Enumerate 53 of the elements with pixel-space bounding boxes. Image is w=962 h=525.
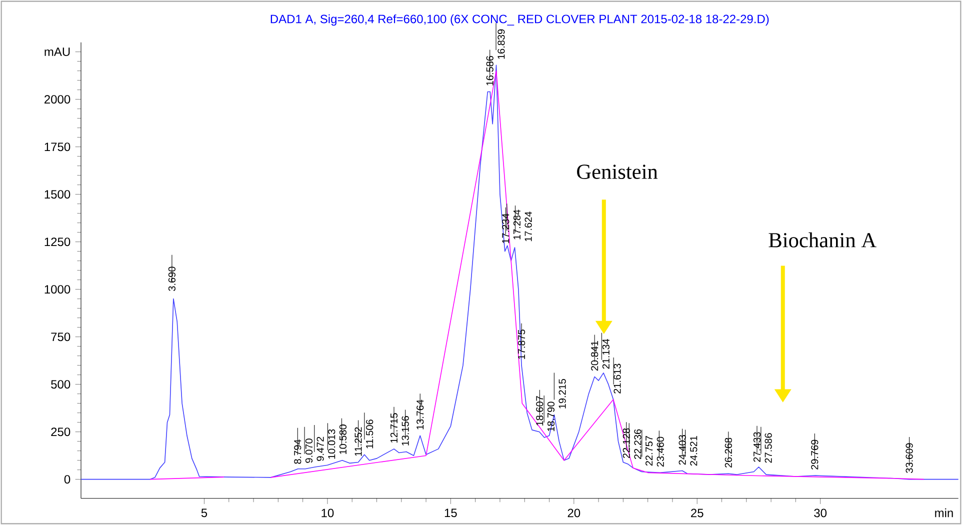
annotation: 16.586 — [486, 56, 494, 86]
annotation: 22.128 — [622, 428, 630, 458]
y-tick-label: mAU — [44, 48, 70, 56]
annotation: 17.624 — [524, 212, 532, 242]
annotation: 26.268 — [724, 438, 732, 468]
annotation: 20.841 — [591, 341, 598, 371]
annotation: 13.156 — [402, 416, 409, 446]
annotation: 18.790 — [547, 402, 555, 432]
x-tick-label: 5 — [201, 508, 208, 518]
y-tick-label: 1250 — [44, 238, 70, 246]
y-tick-label: 0 — [64, 475, 70, 484]
y-tick-label: 1000 — [44, 285, 70, 294]
annotation: 22.236 — [634, 429, 642, 459]
annotation: 22.757 — [646, 436, 653, 466]
x-tick-label: 20 — [568, 508, 580, 518]
x-tick-label: 10 — [322, 508, 334, 518]
x-tick-label: 25 — [691, 508, 704, 518]
annotation: 21.613 — [614, 364, 621, 394]
y-tick-label: 1500 — [44, 190, 70, 199]
x-tick-label: 30 — [814, 508, 827, 518]
y-tick-label: 2000 — [44, 95, 70, 104]
y-tick-label: 1750 — [44, 142, 70, 152]
annotation: 17.234 — [502, 214, 510, 244]
x-tick-label: 15 — [444, 508, 457, 518]
annotation: 16.839 — [498, 29, 505, 59]
annotation: 18.607 — [536, 396, 544, 426]
annotation: 19.215 — [558, 378, 566, 408]
annotation: 13.764 — [416, 400, 424, 430]
annotation: Biochanin A — [768, 232, 876, 248]
annotation: 8.794 — [294, 440, 302, 464]
annotation: 29.769 — [811, 440, 818, 470]
y-tick-label: 500 — [51, 380, 70, 389]
y-tick-label: 250 — [51, 428, 70, 436]
annotation: 10.013 — [328, 429, 336, 459]
annotation: 9.472 — [316, 436, 324, 461]
annotation: 27.586 — [764, 433, 772, 463]
chart-title: DAD1 A, Sig=260,4 Ref=660,100 (6X CONC_ RED CLOVER PLANT 2015-02-18 18-22-29.D) — [270, 14, 769, 26]
y-tick-label: 750 — [51, 332, 70, 342]
annotation: Genistein — [577, 164, 658, 179]
annotation: 11.252 — [354, 427, 362, 456]
annotation: 3.690 — [168, 266, 176, 291]
annotation: 24.521 — [690, 436, 698, 466]
x-axis-title: min — [935, 508, 953, 518]
annotation: 17.875 — [518, 330, 526, 359]
annotation: 24.403 — [678, 435, 686, 465]
annotation: 10.580 — [339, 424, 347, 454]
annotation: 21.134 — [602, 338, 610, 369]
annotation: 9.070 — [305, 438, 313, 463]
annotation: 33.609 — [906, 443, 913, 473]
annotation: 12.715 — [390, 413, 398, 443]
annotation: 23.460 — [656, 436, 664, 467]
annotation: 11.506 — [366, 420, 374, 448]
annotation: 27.433 — [753, 432, 761, 462]
